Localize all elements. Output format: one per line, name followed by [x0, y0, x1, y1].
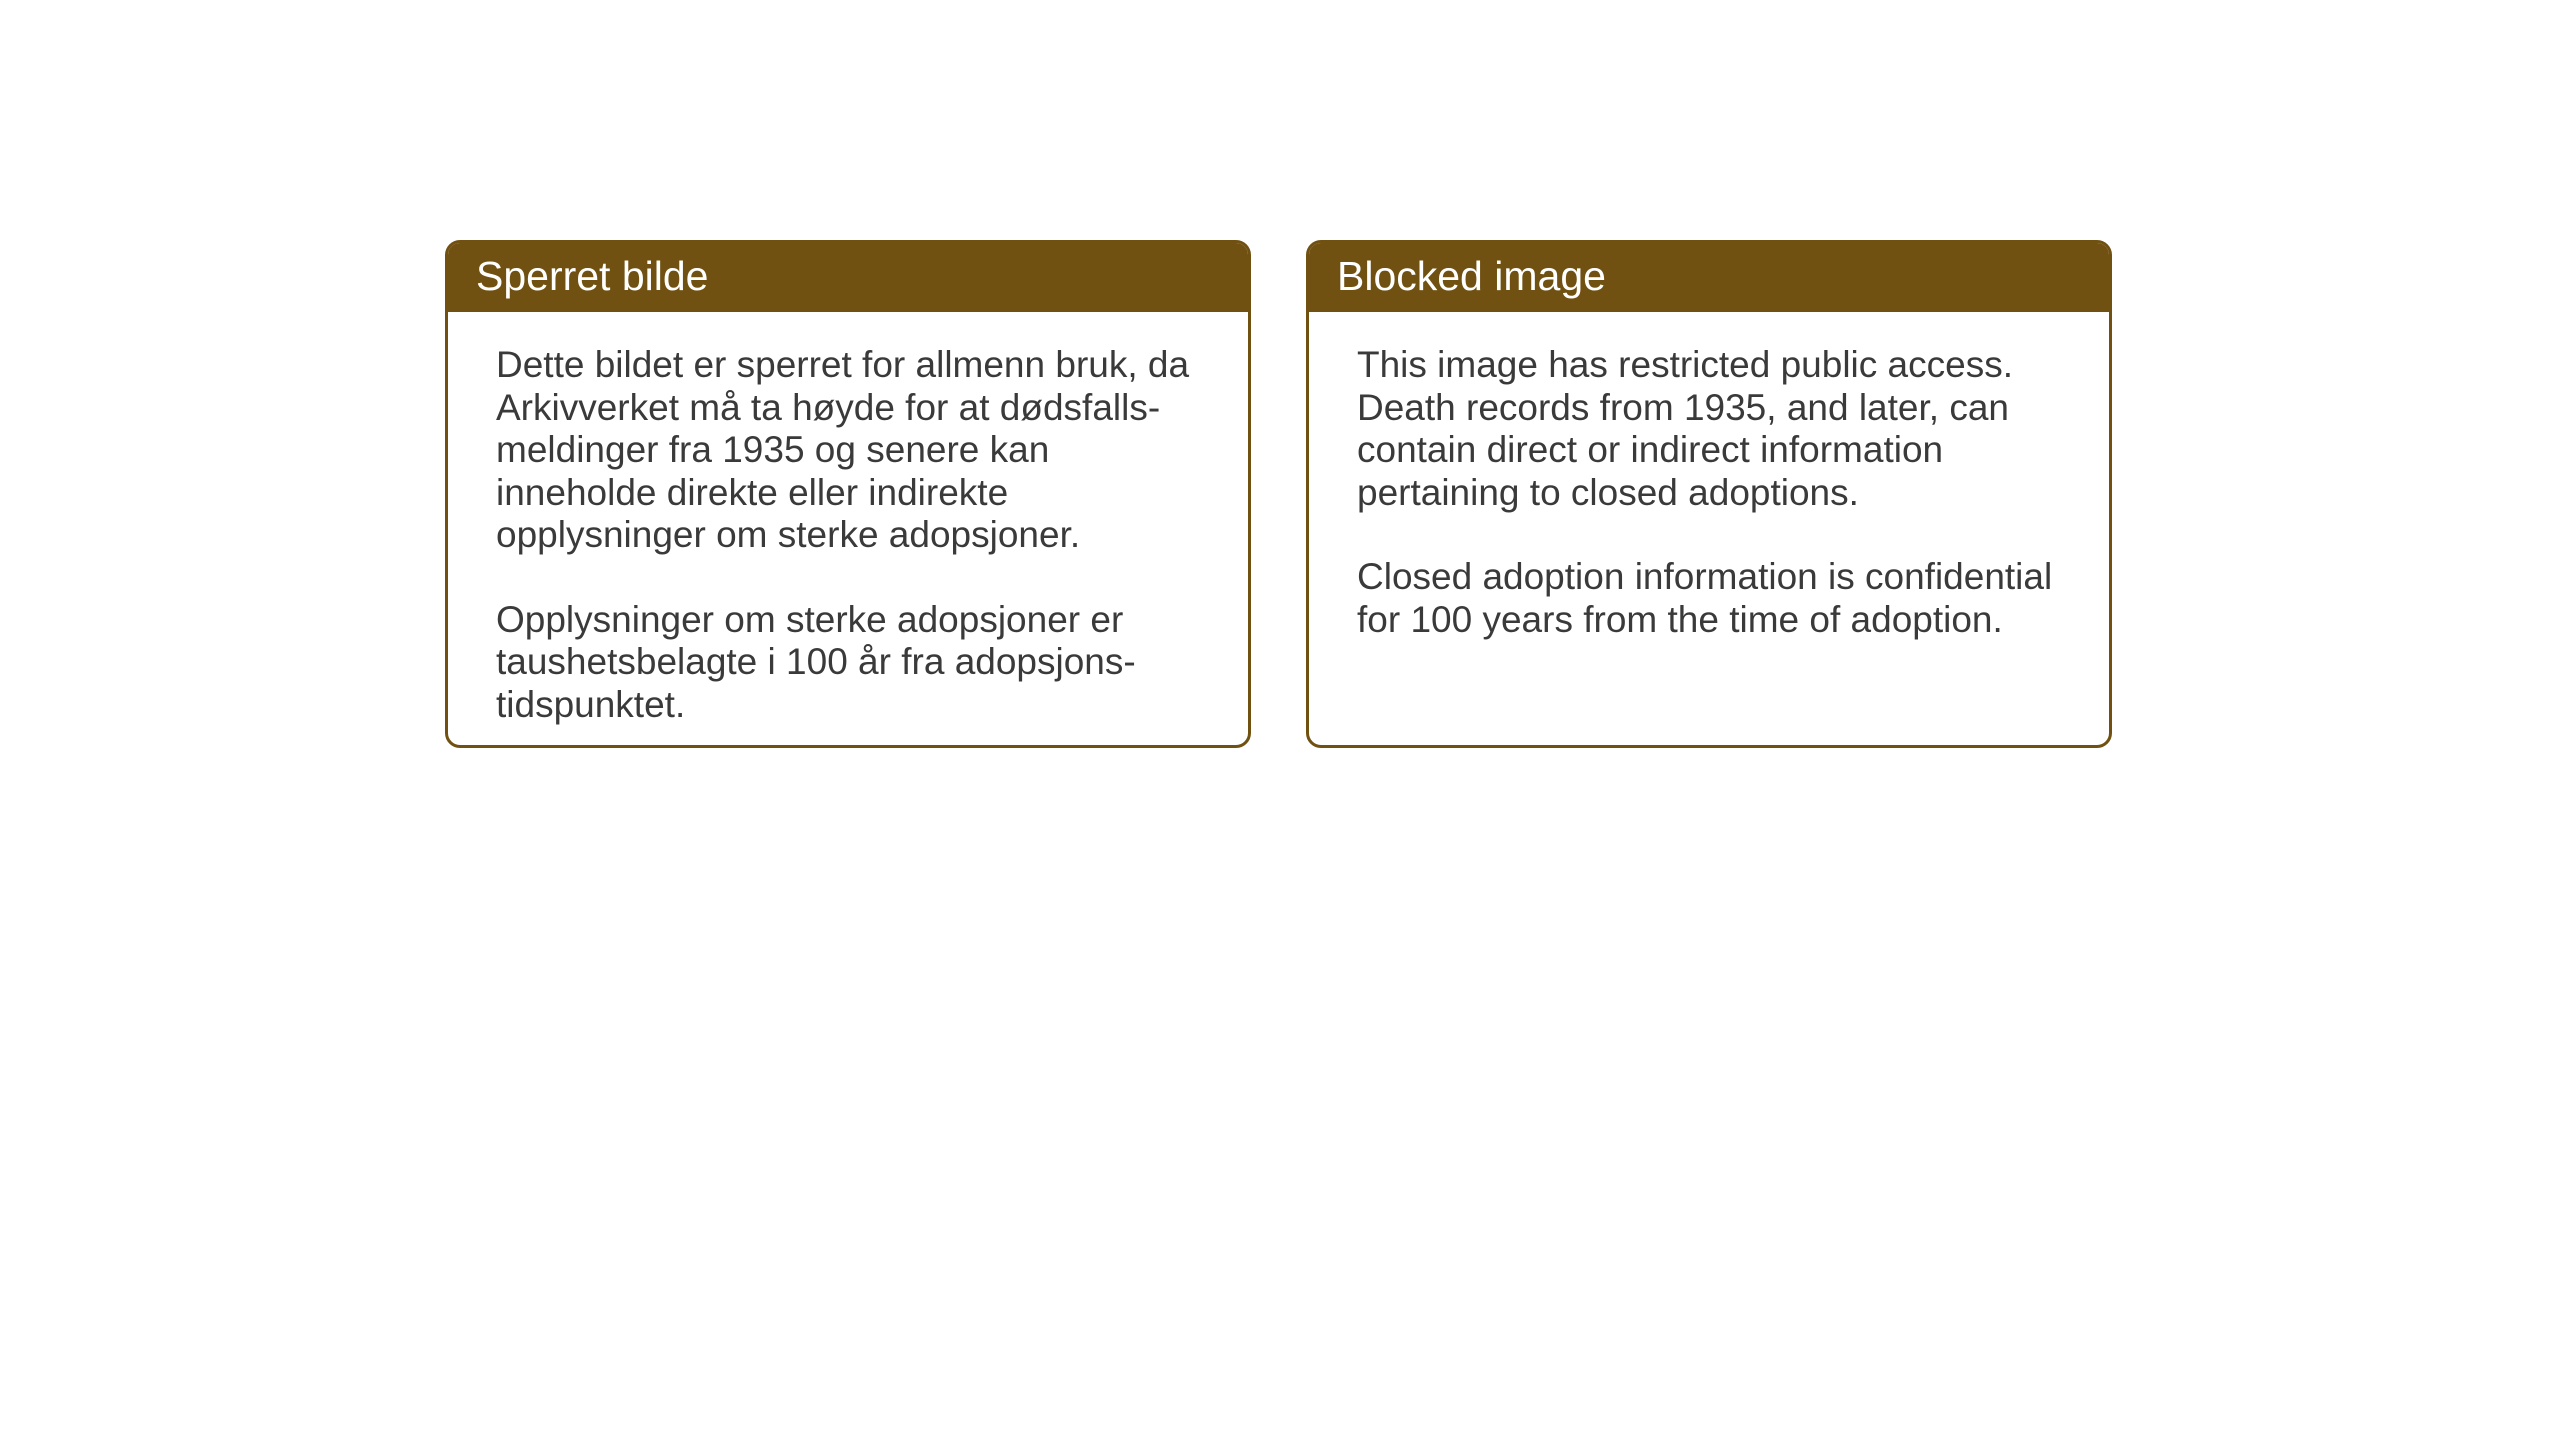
card-header-english: Blocked image [1309, 243, 2109, 312]
card-body-english: This image has restricted public access.… [1309, 312, 2109, 673]
card-body-norwegian: Dette bildet er sperret for allmenn bruk… [448, 312, 1248, 748]
card-norwegian: Sperret bilde Dette bildet er sperret fo… [445, 240, 1251, 748]
card-paragraph-2-english: Closed adoption information is confident… [1357, 556, 2067, 641]
card-english: Blocked image This image has restricted … [1306, 240, 2112, 748]
card-title-english: Blocked image [1337, 253, 1606, 299]
card-paragraph-2-norwegian: Opplysninger om sterke adopsjoner er tau… [496, 599, 1206, 727]
card-header-norwegian: Sperret bilde [448, 243, 1248, 312]
cards-container: Sperret bilde Dette bildet er sperret fo… [445, 240, 2112, 748]
card-paragraph-1-norwegian: Dette bildet er sperret for allmenn bruk… [496, 344, 1206, 557]
card-title-norwegian: Sperret bilde [476, 253, 708, 299]
card-paragraph-1-english: This image has restricted public access.… [1357, 344, 2067, 514]
